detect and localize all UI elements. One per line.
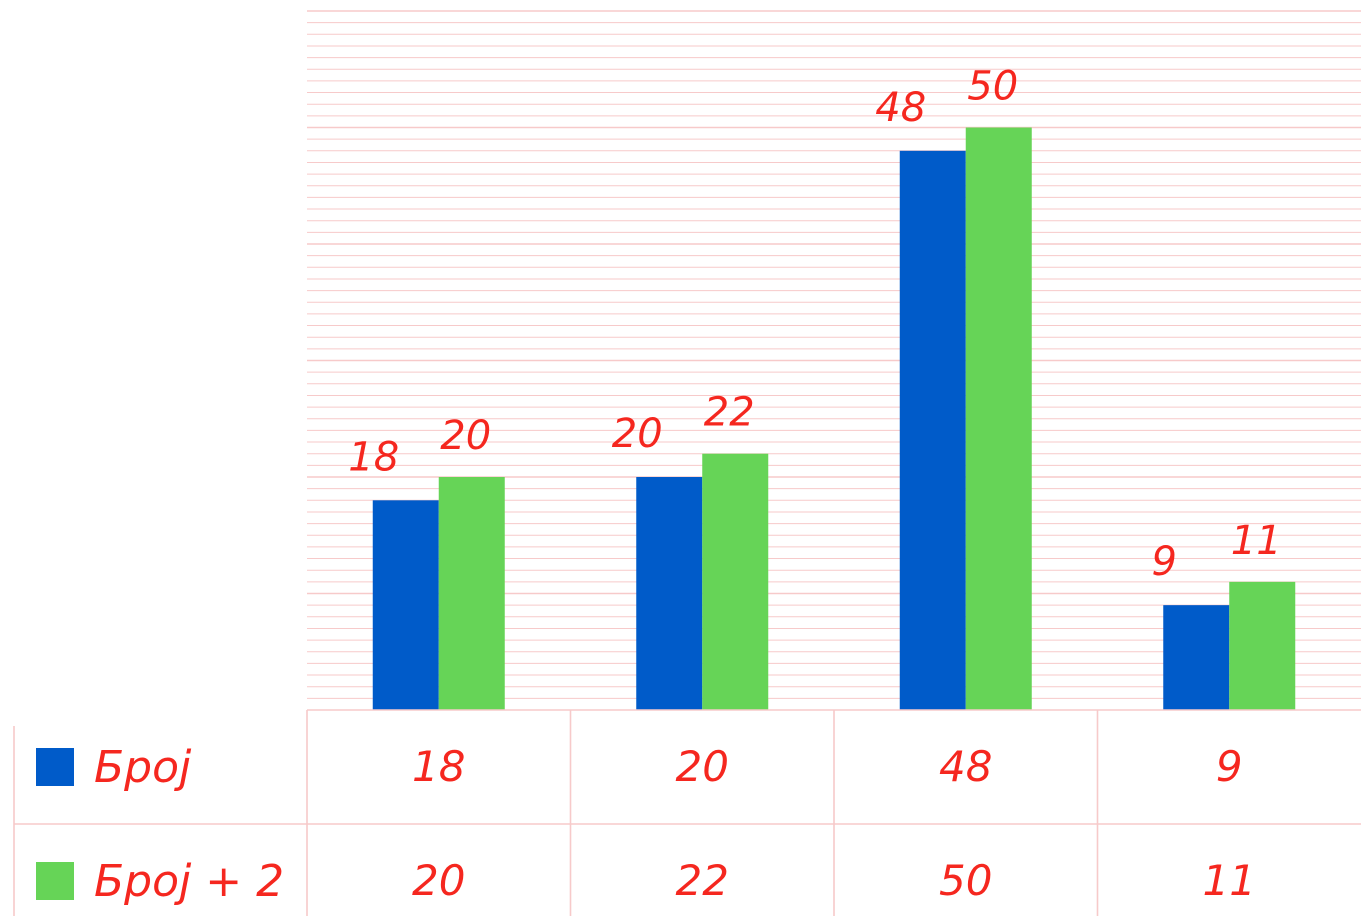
data-label: 20 [440,413,491,459]
data-label: 11 [1231,518,1282,564]
table-cell: 11 [1203,856,1256,905]
bar-series2-cat2 [702,453,769,710]
data-label: 20 [612,411,663,457]
data-label: 50 [967,64,1018,110]
bar-series1-cat1 [372,500,439,710]
bar-series1-cat3 [899,150,966,711]
legend-swatch [36,748,74,786]
data-labels: 18 20 48 9 20 22 50 11 [348,64,1281,586]
bar-series2-cat3 [965,127,1032,710]
data-label: 48 [875,85,926,131]
table-cell: 48 [939,742,992,791]
data-label: 9 [1152,539,1177,585]
data-table: Број 18 20 48 9 Број + 2 20 22 50 11 [13,709,1361,916]
data-label: 22 [704,390,755,436]
table-cell: 22 [676,856,729,905]
data-label: 18 [348,434,399,480]
bar-series1-cat4 [1163,605,1230,710]
bar-series1-cat2 [636,477,703,710]
table-cell: 18 [412,742,465,791]
legend-label: Број [94,742,192,793]
legend-swatch [36,862,74,900]
table-cell: 50 [939,856,992,905]
bar-series2-cat1 [438,477,505,710]
table-cell: 20 [676,742,729,791]
bar-series2-cat4 [1229,581,1296,710]
bars [372,127,1296,711]
table-cell: 20 [412,856,465,905]
table-cell: 9 [1216,742,1243,791]
legend-label: Број + 2 [94,856,284,907]
